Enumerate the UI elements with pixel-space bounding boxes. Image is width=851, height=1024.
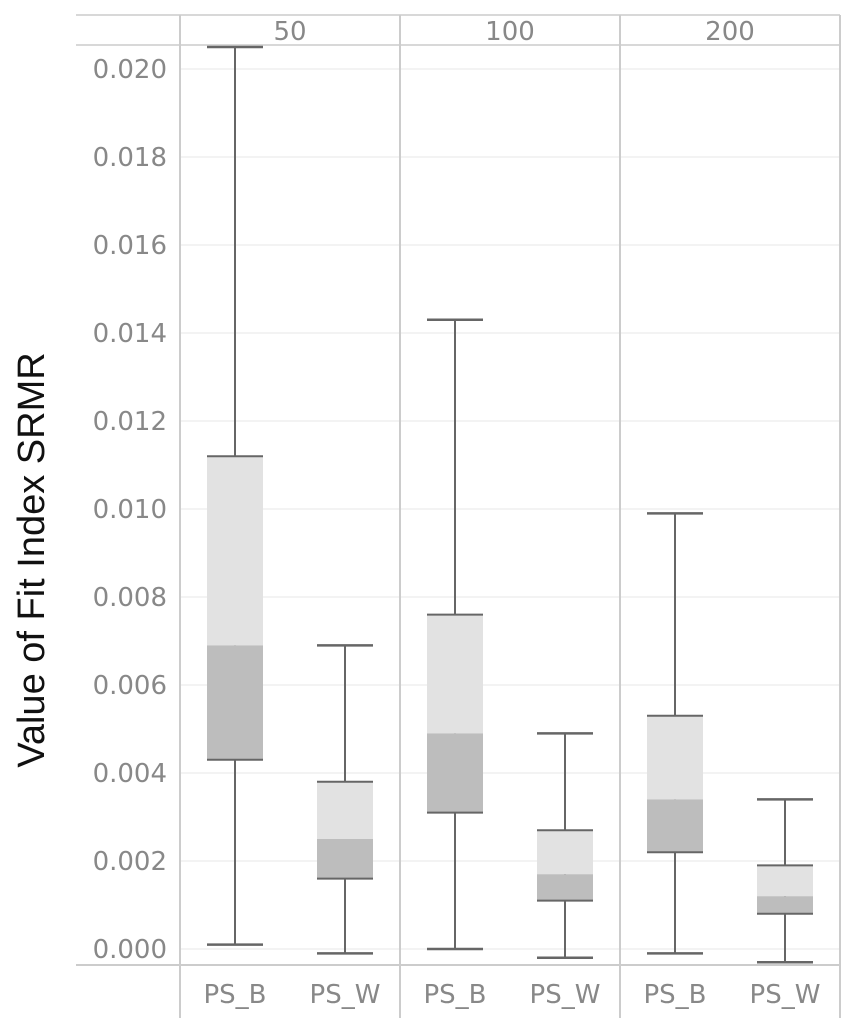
- x-category-label: PS_B: [643, 980, 706, 1010]
- x-category-label: PS_B: [203, 980, 266, 1010]
- panel-header-label: 100: [485, 17, 535, 47]
- y-tick-label: 0.018: [93, 143, 167, 173]
- box-upper: [757, 865, 813, 897]
- box-lower: [757, 896, 813, 914]
- x-category-label: PS_W: [750, 980, 821, 1010]
- box-200-PS_B: [647, 512, 703, 955]
- y-tick-label: 0.000: [93, 935, 167, 965]
- box-50-PS_B: [207, 45, 263, 946]
- y-tick-label: 0.002: [93, 847, 167, 877]
- box-upper: [427, 614, 483, 734]
- y-tick-label: 0.004: [93, 759, 167, 789]
- box-upper: [647, 715, 703, 800]
- panels: 50 PS_B PS_W 100 PS_B PS_W 200 PS_B PS_W: [76, 14, 841, 1018]
- y-tick-label: 0.014: [93, 319, 167, 349]
- box-lower: [427, 733, 483, 813]
- x-category-label: PS_W: [530, 980, 601, 1010]
- box-lower: [317, 839, 373, 879]
- y-axis-label: Value of Fit Index SRMR: [11, 352, 53, 767]
- box-lower: [647, 799, 703, 853]
- panel-header-label: 50: [273, 17, 306, 47]
- panel-header-label: 200: [705, 17, 755, 47]
- boxes: [207, 45, 813, 964]
- y-tick-label: 0.010: [93, 495, 167, 525]
- y-tick-label: 0.012: [93, 407, 167, 437]
- box-lower: [207, 645, 263, 760]
- x-category-label: PS_B: [423, 980, 486, 1010]
- y-tick-label: 0.008: [93, 583, 167, 613]
- box-100-PS_B: [427, 318, 483, 951]
- box-200-PS_W: [757, 798, 813, 964]
- y-tick-label: 0.020: [93, 55, 167, 85]
- y-axis-ticks: 0.000 0.002 0.004 0.006 0.008 0.010 0.012 0.014…: [93, 55, 167, 965]
- box-50-PS_W: [317, 644, 373, 955]
- box-upper: [537, 830, 593, 875]
- box-100-PS_W: [537, 732, 593, 960]
- box-upper: [317, 781, 373, 839]
- x-category-label: PS_W: [310, 980, 381, 1010]
- box-lower: [537, 874, 593, 901]
- box-upper: [207, 456, 263, 646]
- y-tick-label: 0.016: [93, 231, 167, 261]
- y-tick-label: 0.006: [93, 671, 167, 701]
- gridlines: [180, 68, 840, 950]
